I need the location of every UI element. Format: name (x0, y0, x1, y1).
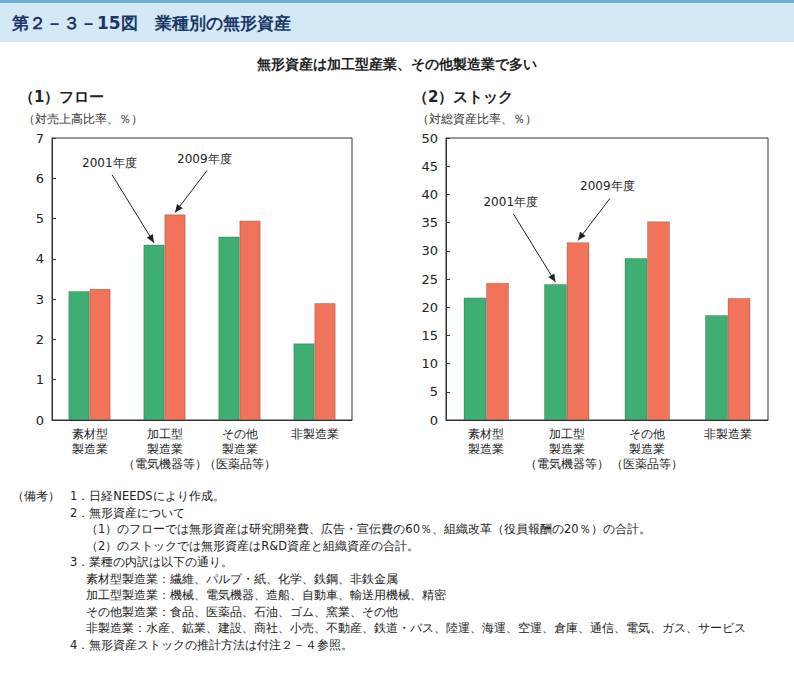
svg-text:50: 50 (421, 131, 438, 146)
svg-text:45: 45 (421, 159, 438, 174)
svg-text:（2）ストック: （2）ストック (413, 88, 513, 106)
svg-text:6: 6 (36, 171, 44, 186)
svg-text:2: 2 (36, 332, 44, 347)
svg-text:20: 20 (421, 300, 438, 315)
svg-text:10: 10 (421, 356, 438, 371)
svg-text:製造業: 製造業 (72, 442, 108, 456)
svg-text:（1）フロー: （1）フロー (19, 88, 104, 106)
html-text:加工型製造業：機械、電気機器、造船、自動車、輸送用機械、精密: 加工型製造業：機械、電気機器、造船、自動車、輸送用機械、精密 (86, 588, 446, 602)
svg-text:（対総資産比率、％）: （対総資産比率、％） (417, 112, 537, 126)
svg-text:35: 35 (421, 215, 438, 230)
svg-text:2001年度: 2001年度 (483, 195, 538, 209)
svg-text:その他: その他 (222, 427, 258, 441)
html-text:非製造業：水産、鉱業、建設、商社、小売、不動産、鉄道・バス、: 非製造業：水産、鉱業、建設、商社、小売、不動産、鉄道・バス、陸運、海運、空運、倉… (86, 621, 746, 635)
svg-text:加工型: 加工型 (147, 427, 183, 441)
html-text:（2）のストックでは無形資産はR&D資産と組織資産の合計。: （2）のストックでは無形資産はR&D資産と組織資産の合計。 (86, 538, 420, 553)
svg-text:製造業: 製造業 (549, 442, 585, 456)
svg-text:製造業: 製造業 (468, 442, 504, 456)
svg-text:4: 4 (36, 251, 44, 266)
svg-text:15: 15 (421, 328, 438, 343)
html-text:第２－３－15図 業種別の無形資産: 第２－３－15図 業種別の無形資産 (12, 13, 291, 33)
svg-text:0: 0 (36, 413, 44, 428)
svg-text:（医薬品等）: （医薬品等） (611, 457, 683, 471)
svg-text:5: 5 (36, 211, 44, 226)
svg-text:2009年度: 2009年度 (177, 152, 232, 166)
svg-text:その他: その他 (629, 427, 665, 441)
svg-text:製造業: 製造業 (629, 442, 665, 456)
svg-text:2001年度: 2001年度 (82, 156, 137, 170)
svg-text:3: 3 (36, 292, 44, 307)
html-text:無形資産は加工型産業、その他製造業で多い: 無形資産は加工型産業、その他製造業で多い (257, 56, 537, 72)
svg-text:2009年度: 2009年度 (580, 179, 635, 193)
svg-text:素材型: 素材型 (468, 427, 504, 441)
html-text:（備考）: （備考） (12, 489, 60, 503)
html-text:2．無形資産について: 2．無形資産について (70, 505, 186, 520)
svg-text:加工型: 加工型 (549, 427, 585, 441)
svg-text:製造業: 製造業 (222, 442, 258, 456)
svg-text:（対売上高比率、％）: （対売上高比率、％） (23, 112, 143, 126)
svg-text:非製造業: 非製造業 (704, 427, 752, 441)
svg-text:7: 7 (36, 131, 44, 146)
html-text:（1）のフローでは無形資産は研究開発費、広告・宣伝費の60％: （1）のフローでは無形資産は研究開発費、広告・宣伝費の60％、組織改革（役員報酬… (86, 522, 651, 536)
html-text:4．無形資産ストックの推計方法は付注２－４参照。: 4．無形資産ストックの推計方法は付注２－４参照。 (70, 637, 354, 652)
html-text:1．日経NEEDSにより作成。: 1．日経NEEDSにより作成。 (70, 489, 225, 503)
svg-text:（電気機器等）: （電気機器等） (525, 457, 609, 471)
svg-text:1: 1 (36, 372, 44, 387)
html-text:素材型製造業：繊維、パルプ・紙、化学、鉄鋼、非鉄金属: 素材型製造業：繊維、パルプ・紙、化学、鉄鋼、非鉄金属 (86, 571, 398, 586)
svg-text:40: 40 (421, 187, 438, 202)
svg-text:0: 0 (430, 413, 438, 428)
svg-text:（医薬品等）: （医薬品等） (204, 457, 276, 471)
svg-text:非製造業: 非製造業 (291, 427, 339, 441)
svg-text:（電気機器等）: （電気機器等） (123, 457, 207, 471)
svg-text:25: 25 (421, 272, 438, 287)
html-text:3．業種の内訳は以下の通り。: 3．業種の内訳は以下の通り。 (70, 555, 234, 569)
svg-text:5: 5 (430, 384, 438, 399)
html-text:その他製造業：食品、医薬品、石油、ゴム、窯業、その他: その他製造業：食品、医薬品、石油、ゴム、窯業、その他 (86, 604, 398, 619)
svg-text:製造業: 製造業 (147, 442, 183, 456)
svg-text:30: 30 (421, 243, 438, 258)
svg-text:素材型: 素材型 (72, 427, 108, 441)
